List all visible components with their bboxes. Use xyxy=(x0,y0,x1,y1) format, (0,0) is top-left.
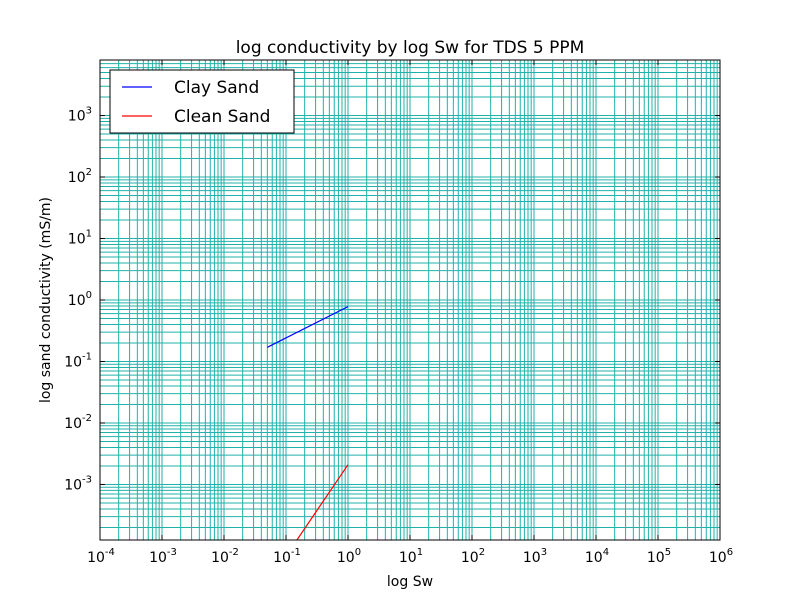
x-tick-labels: 10-4 10-3 10-2 10-1 100 101 102 103 104 105 106 xyxy=(87,547,733,566)
x-tick-label: 100 xyxy=(337,547,361,566)
y-tick-label: 10-2 xyxy=(64,413,92,432)
y-tick-label: 10-1 xyxy=(64,351,92,370)
x-tick-label: 105 xyxy=(647,547,671,566)
legend: Clay Sand Clean Sand xyxy=(109,69,295,134)
x-tick-label: 10-2 xyxy=(211,547,239,566)
series-group xyxy=(267,306,349,540)
y-tick-label: 102 xyxy=(68,167,92,186)
x-tick-label: 10-4 xyxy=(87,547,115,566)
x-tick-label: 102 xyxy=(461,547,485,566)
legend-label: Clay Sand xyxy=(174,78,259,98)
y-tick-label: 10-3 xyxy=(64,474,92,493)
x-axis-label: log Sw xyxy=(387,574,433,590)
series-line-clay-sand xyxy=(267,306,349,348)
y-tick-labels: 10-3 10-2 10-1 100 101 102 103 xyxy=(64,106,92,494)
x-tick-label: 101 xyxy=(399,547,423,566)
x-tick-label: 10-1 xyxy=(273,547,301,566)
y-tick-label: 103 xyxy=(68,106,92,125)
chart-title: log conductivity by log Sw for TDS 5 PPM xyxy=(236,38,585,58)
y-tick-label: 101 xyxy=(68,229,92,248)
x-tick-label: 103 xyxy=(523,547,547,566)
x-tick-label: 106 xyxy=(709,547,733,566)
legend-box xyxy=(109,69,295,134)
y-axis-label: log sand conductivity (mS/m) xyxy=(38,197,54,403)
x-tick-label: 10-3 xyxy=(149,547,177,566)
y-tick-label: 100 xyxy=(68,290,92,309)
grid xyxy=(99,59,721,540)
legend-label: Clean Sand xyxy=(174,107,270,127)
tick-marks xyxy=(99,60,721,540)
x-tick-label: 104 xyxy=(585,547,609,566)
series-line-clean-sand xyxy=(296,464,349,540)
